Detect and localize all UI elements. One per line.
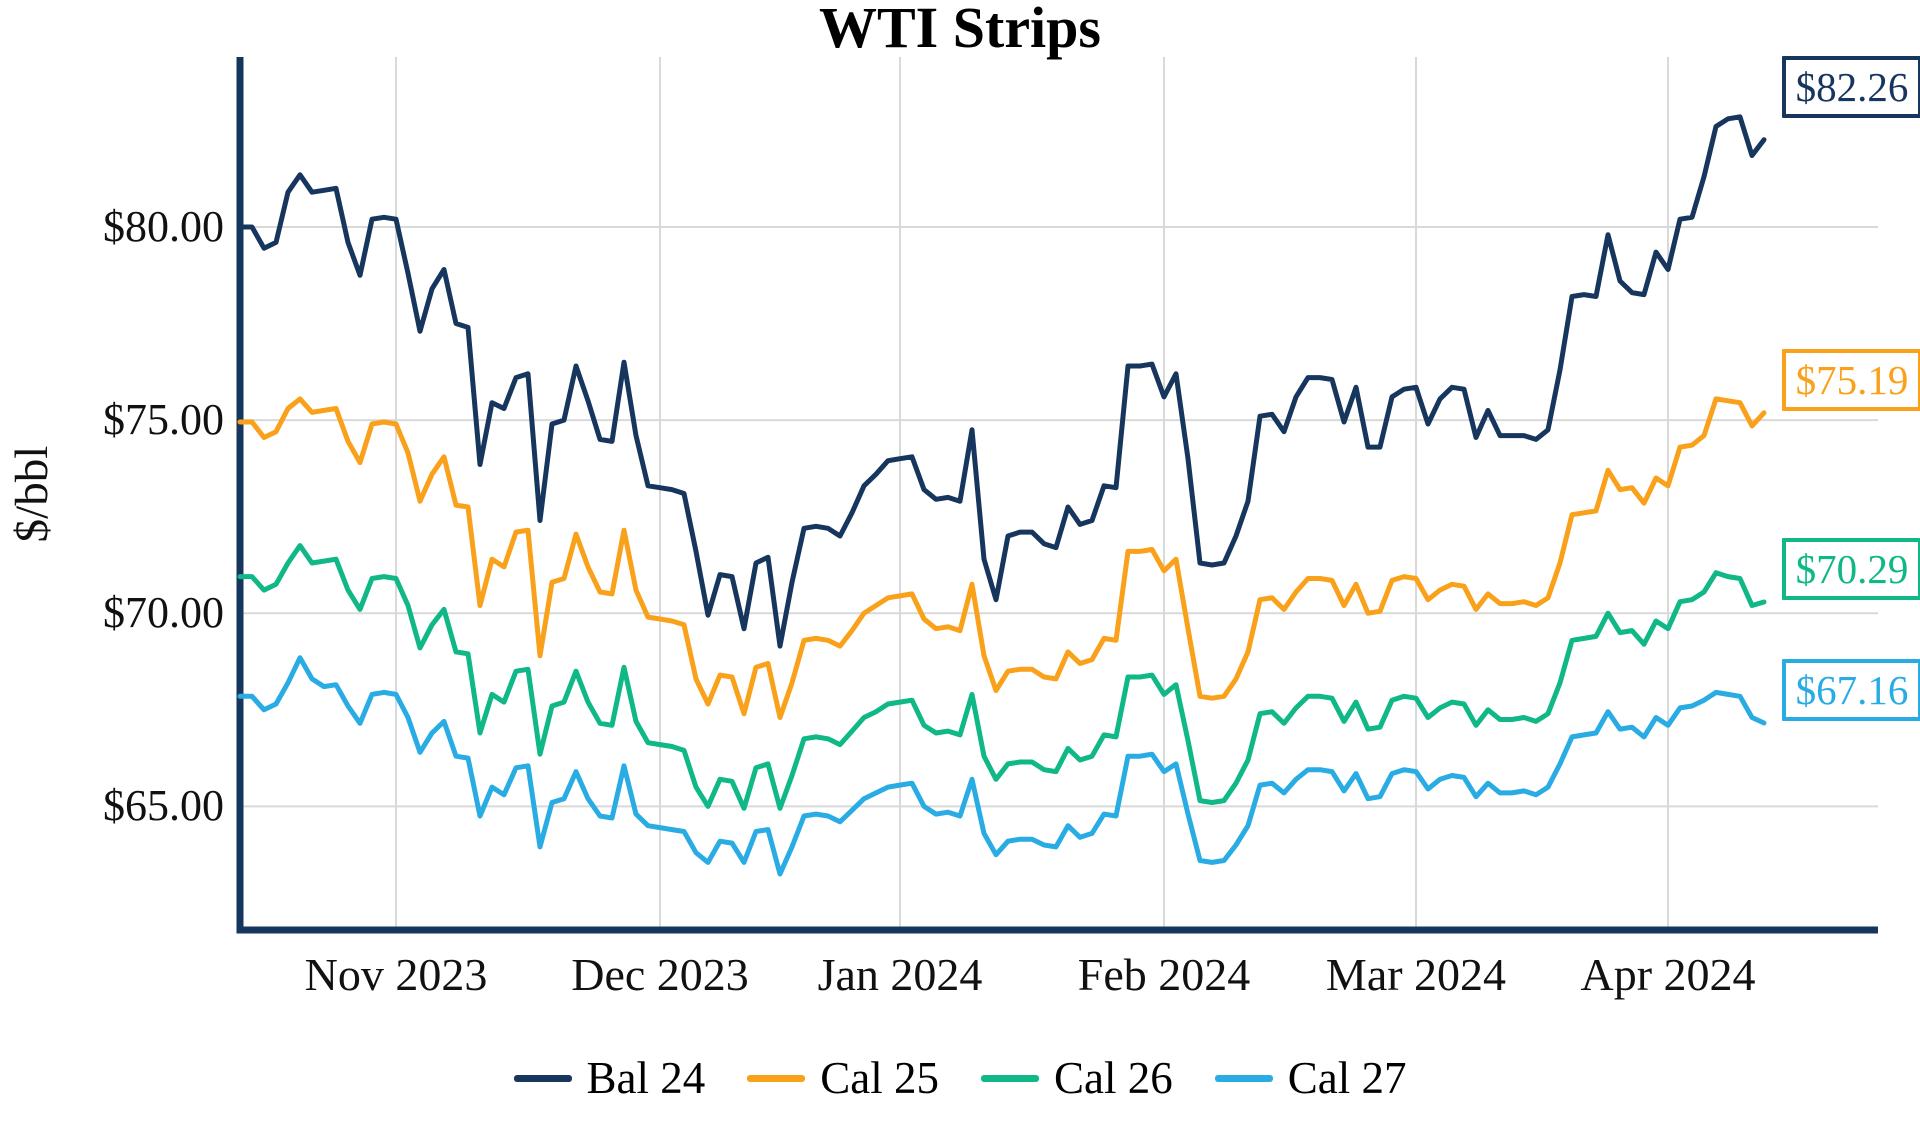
series-line-cal-25	[237, 396, 1767, 720]
series-line-cal-26	[237, 543, 1767, 811]
x-tick-label: Mar 2024	[1325, 949, 1507, 1000]
y-tick-label: $75.00	[103, 395, 224, 445]
y-tick-label: $65.00	[103, 781, 224, 831]
x-tick-label: Jan 2024	[817, 949, 983, 1000]
y-tick-label: $80.00	[103, 201, 224, 251]
end-value-label-cal-26: $70.29	[1782, 538, 1920, 601]
x-tick-label: Nov 2023	[304, 949, 488, 1000]
chart-title: WTI Strips	[818, 0, 1101, 60]
legend-swatch-cal-26	[981, 1074, 1039, 1082]
legend-label-cal-25: Cal 25	[820, 1053, 939, 1103]
x-tick-label: Apr 2024	[1580, 949, 1756, 1000]
legend-label-cal-27: Cal 27	[1287, 1053, 1407, 1103]
end-value-label-bal-24: $82.26	[1782, 55, 1920, 118]
legend-swatch-bal-24	[513, 1074, 572, 1082]
x-tick-label: Feb 2024	[1077, 949, 1251, 1000]
legend: Bal 24 Cal 25 Cal 26 Cal 27	[0, 1038, 1920, 1118]
legend-item-cal-27: Cal 27	[1214, 1052, 1407, 1104]
y-tick-label: $70.00	[103, 588, 224, 638]
series-line-cal-27	[237, 655, 1767, 877]
end-value-label-cal-27: $67.16	[1782, 658, 1920, 721]
legend-swatch-cal-25	[747, 1074, 806, 1082]
legend-item-bal-24: Bal 24	[513, 1052, 706, 1104]
end-value-label-cal-25: $75.19	[1782, 348, 1920, 411]
x-tick-label: Dec 2023	[571, 949, 749, 1000]
legend-label-bal-24: Bal 24	[586, 1053, 706, 1103]
legend-label-cal-26: Cal 26	[1054, 1053, 1173, 1103]
series-line-bal-24	[237, 114, 1767, 649]
legend-swatch-cal-27	[1214, 1074, 1273, 1082]
legend-item-cal-25: Cal 25	[747, 1052, 939, 1104]
legend-item-cal-26: Cal 26	[981, 1052, 1173, 1104]
